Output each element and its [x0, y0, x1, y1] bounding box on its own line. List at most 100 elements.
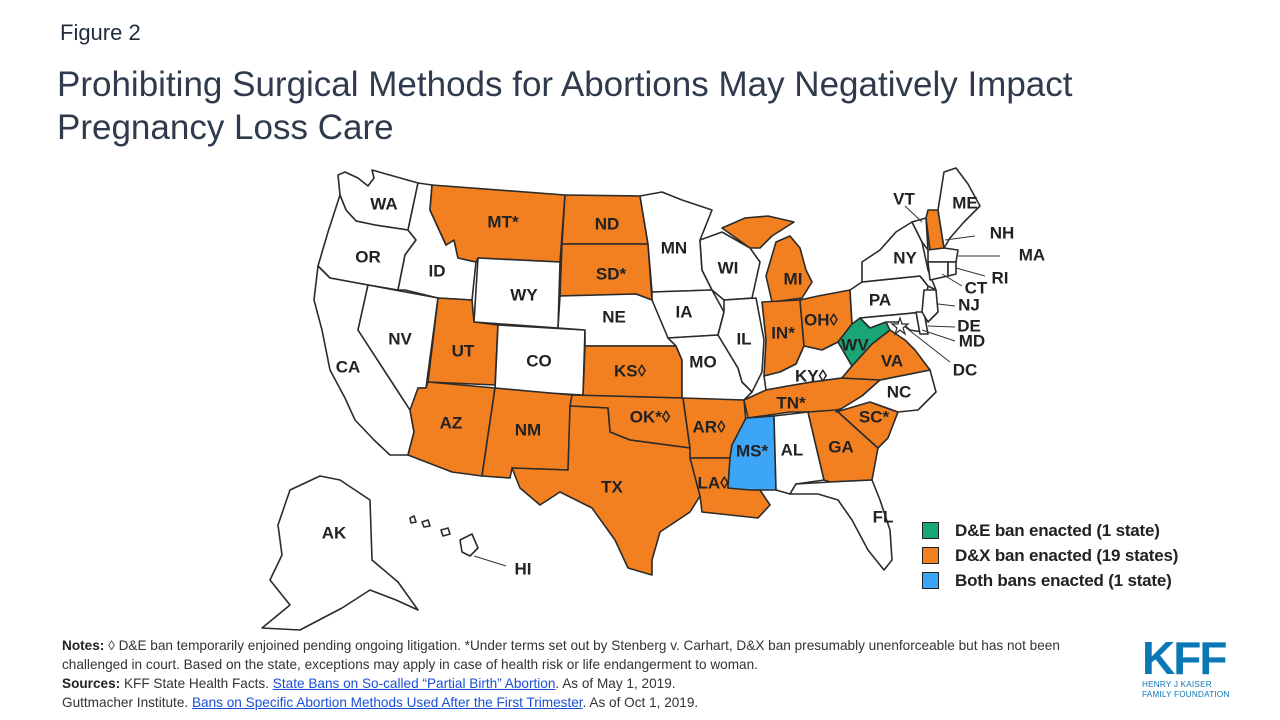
state-label-VT: VT: [893, 189, 915, 208]
state-label-IN: IN*: [771, 323, 795, 342]
state-CT[interactable]: [927, 261, 949, 281]
state-HI-island-4[interactable]: [409, 515, 417, 524]
state-label-MN: MN: [661, 238, 687, 257]
kff-logo-mark: KFF: [1142, 632, 1227, 684]
legend-swatch-de: [922, 522, 939, 539]
state-label-CO: CO: [526, 351, 552, 370]
dc-leader: [904, 326, 951, 363]
state-label-NH: NH: [990, 223, 1015, 242]
state-label-PA: PA: [869, 290, 891, 309]
source2-suffix: . As of Oct 1, 2019.: [582, 695, 699, 710]
state-NC[interactable]: [835, 369, 937, 413]
state-label-DC: DC: [953, 360, 978, 379]
state-label-NE: NE: [602, 307, 626, 326]
state-label-AL: AL: [781, 440, 804, 459]
state-label-AR: AR◊: [693, 417, 727, 436]
state-TX[interactable]: [511, 405, 701, 576]
legend-swatch-both: [922, 572, 939, 589]
state-label-WV: WV: [841, 335, 869, 354]
state-label-NM: NM: [515, 420, 541, 439]
vt-leader: [904, 205, 923, 223]
state-label-IA: IA: [676, 302, 693, 321]
state-label-NY: NY: [893, 248, 917, 267]
kff-logo-line2: FAMILY FOUNDATION: [1142, 690, 1230, 699]
legend-item-both: Both bans enacted (1 state): [922, 568, 1178, 593]
state-IL[interactable]: [717, 297, 765, 393]
dc-star-icon: [890, 316, 910, 336]
state-label-VA: VA: [881, 351, 903, 370]
state-label-WA: WA: [370, 194, 397, 213]
notes-label: Notes:: [62, 638, 105, 653]
state-label-TX: TX: [601, 477, 623, 496]
de-leader: [927, 325, 956, 328]
legend-label-both: Both bans enacted (1 state): [955, 570, 1172, 590]
state-label-RI: RI: [992, 268, 1009, 287]
legend: D&E ban enacted (1 state) D&X ban enacte…: [922, 518, 1178, 593]
state-MA[interactable]: [927, 247, 959, 263]
sources-line-1: Sources: KFF State Health Facts. State B…: [62, 674, 1122, 693]
state-label-MO: MO: [689, 352, 716, 371]
state-label-GA: GA: [828, 437, 854, 456]
state-label-NV: NV: [388, 329, 412, 348]
state-label-KY: KY◊: [795, 366, 828, 385]
sources-line-2: Guttmacher Institute. Bans on Specific A…: [62, 693, 1122, 712]
state-NJ[interactable]: [921, 289, 939, 323]
state-label-MI: MI: [784, 269, 803, 288]
state-ME[interactable]: [937, 167, 981, 249]
state-label-OK: OK*◊: [630, 407, 671, 426]
state-label-WY: WY: [510, 285, 538, 304]
state-label-IL: IL: [736, 329, 751, 348]
md-leader: [921, 329, 956, 342]
nj-leader: [937, 303, 956, 307]
source1-link[interactable]: State Bans on So-called “Partial Birth” …: [272, 676, 556, 691]
state-label-MD: MD: [959, 331, 985, 350]
state-label-DE: DE: [957, 316, 981, 335]
state-label-FL: FL: [873, 507, 894, 526]
ct-leader: [941, 273, 963, 287]
legend-label-dx: D&X ban enacted (19 states): [955, 545, 1179, 565]
kff-logo-line1: HENRY J KAISER: [1142, 680, 1212, 689]
state-label-HI: HI: [515, 559, 532, 578]
state-label-AK: AK: [322, 523, 347, 542]
state-label-OR: OR: [355, 247, 381, 266]
legend-item-de: D&E ban enacted (1 state): [922, 518, 1178, 543]
state-label-NC: NC: [887, 382, 912, 401]
hi-leader: [473, 555, 507, 567]
state-label-SC: SC*: [859, 407, 890, 426]
source2-link[interactable]: Bans on Specific Abortion Methods Used A…: [191, 695, 583, 710]
legend-item-dx: D&X ban enacted (19 states): [922, 543, 1178, 568]
state-label-ND: ND: [595, 214, 620, 233]
state-MI-upper[interactable]: [721, 215, 795, 249]
state-label-MT: MT*: [487, 212, 519, 231]
state-label-KS: KS◊: [614, 361, 647, 380]
kff-logo: KFF HENRY J KAISER FAMILY FOUNDATION: [1142, 632, 1237, 700]
state-MI[interactable]: [765, 235, 813, 303]
state-label-MS: MS*: [736, 441, 769, 460]
source1-suffix: . As of May 1, 2019.: [555, 676, 676, 691]
state-HI-island-2[interactable]: [440, 527, 451, 537]
state-HI[interactable]: [459, 533, 479, 557]
state-label-SD: SD*: [596, 264, 627, 283]
state-label-ME: ME: [952, 193, 978, 212]
state-FL[interactable]: [789, 479, 893, 571]
source2-prefix: Guttmacher Institute.: [62, 695, 189, 710]
figure-title: Prohibiting Surgical Methods for Abortio…: [57, 65, 1073, 147]
state-label-CT: CT: [965, 278, 988, 297]
state-label-NJ: NJ: [958, 295, 980, 314]
nh-leader: [944, 235, 976, 241]
state-label-OH: OH◊: [804, 310, 839, 329]
figure-label: Figure 2: [60, 20, 141, 45]
notes-paragraph: Notes: ◊ D&E ban temporarily enjoined pe…: [62, 636, 1122, 674]
figure-notes: Notes: ◊ D&E ban temporarily enjoined pe…: [62, 636, 1122, 712]
state-RI[interactable]: [947, 261, 957, 277]
state-label-TN: TN*: [776, 393, 806, 412]
sources-label: Sources:: [62, 676, 121, 691]
legend-label-de: D&E ban enacted (1 state): [955, 520, 1160, 540]
state-label-MA: MA: [1019, 245, 1045, 264]
state-HI-island-3[interactable]: [421, 519, 431, 528]
ri-leader: [955, 267, 986, 277]
legend-swatch-dx: [922, 547, 939, 564]
state-AK[interactable]: [261, 475, 419, 631]
state-label-UT: UT: [452, 341, 475, 360]
